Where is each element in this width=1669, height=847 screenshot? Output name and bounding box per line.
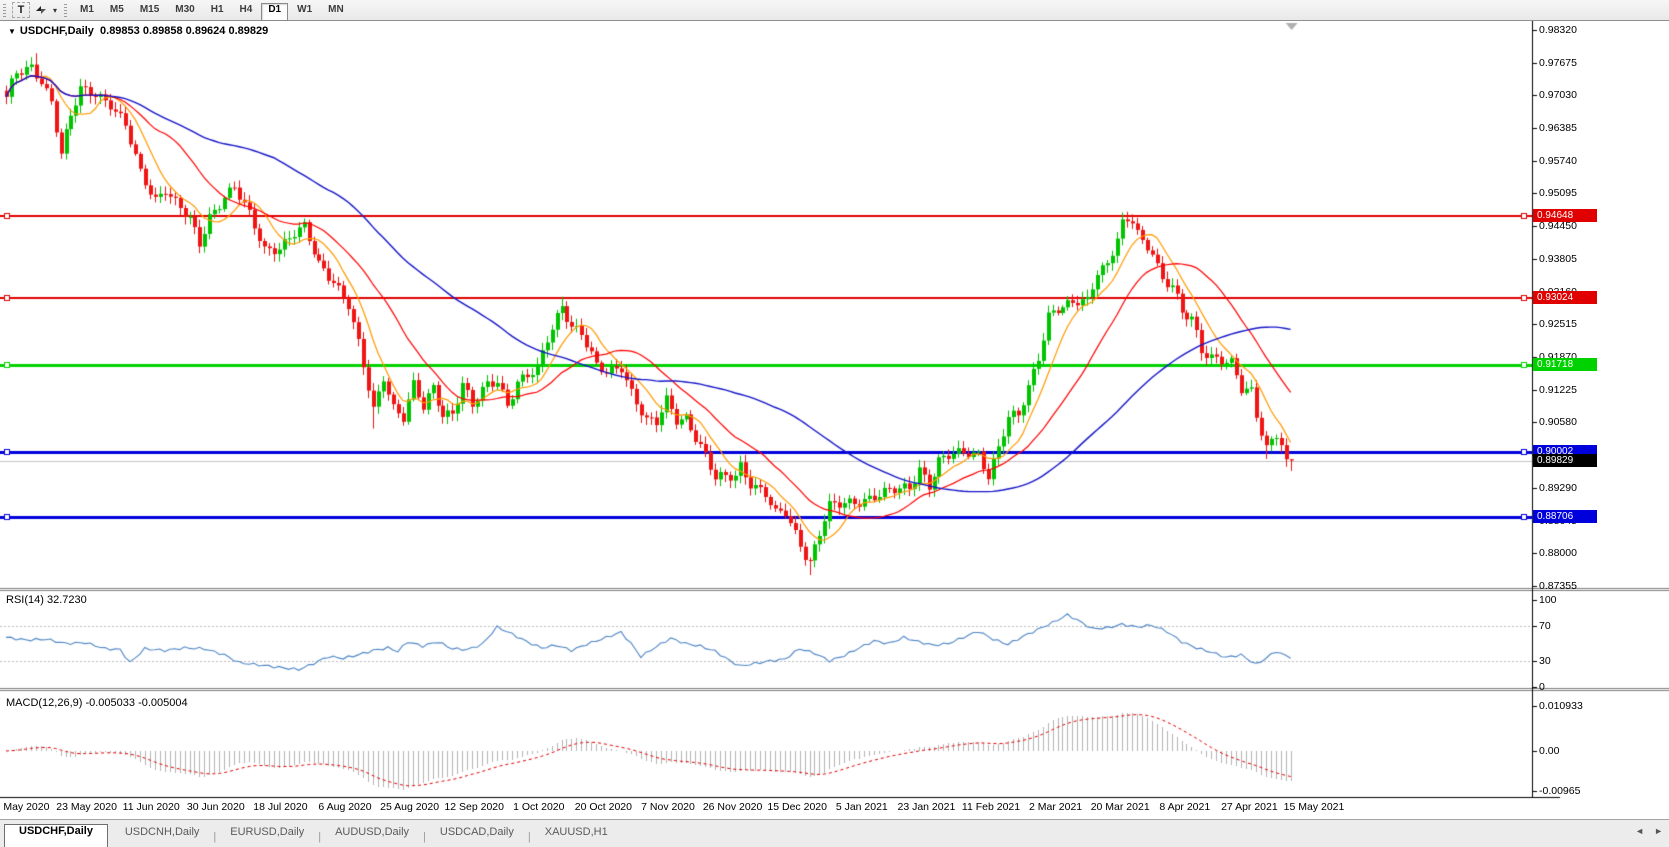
rsi-indicator-label: RSI(14) 32.7230 [6, 594, 87, 606]
price-axis-tick-label: 0.91225 [1539, 383, 1577, 396]
price-axis-tick-label: 0.89290 [1539, 481, 1577, 494]
tab-separator: | [423, 831, 426, 843]
macd-indicator-label: MACD(12,26,9) -0.005033 -0.005004 [6, 697, 188, 709]
chart-tab-eurusd[interactable]: EURUSD,Daily [230, 826, 305, 838]
timeframe-button-h1[interactable]: H1 [210, 4, 224, 15]
timeframe-button-m15[interactable]: M15 [139, 4, 160, 15]
dropdown-caret-icon[interactable]: ▾ [53, 5, 58, 15]
timeframe-button-m5[interactable]: M5 [109, 4, 124, 15]
double-arrow-icon [36, 6, 46, 14]
rsi-axis-tick-label: 70 [1539, 620, 1551, 633]
chart-tab-xauusd[interactable]: XAUUSD,H1 [544, 826, 608, 838]
price-axis-tick-label: 0.96385 [1539, 122, 1577, 135]
time-axis-label: 1 Oct 2020 [513, 801, 565, 813]
time-axis-label: 26 Nov 2020 [702, 801, 763, 813]
chart-tab-usdcnh[interactable]: USDCNH,Daily [124, 826, 200, 838]
timeframe-group: M1 M5 M15 M30 H1 H4 D1 W1 MN [72, 0, 352, 21]
timeframe-button-w1[interactable]: W1 [297, 4, 313, 15]
time-axis-label: 11 Feb 2021 [961, 801, 1021, 813]
tab-separator: | [213, 831, 217, 843]
time-axis-label: 30 Jun 2020 [186, 801, 245, 813]
chart-tab-bar: USDCHF,Daily | USDCNH,Daily | EURUSD,Daily | A… [0, 819, 1669, 847]
tab-scroll-arrows: ◄ ► [1635, 826, 1663, 836]
price-axis-tick-label: 0.88000 [1539, 547, 1577, 560]
price-axis-tick-label: 0.97030 [1539, 89, 1577, 102]
text-tool-button[interactable]: T [12, 2, 30, 18]
level-price-label: 0.91718 [1533, 357, 1597, 371]
macd-axis-tick-label: 0.00 [1539, 745, 1560, 757]
time-axis-label: 23 Jan 2021 [897, 801, 956, 813]
chart-objects-button[interactable] [32, 2, 51, 18]
chart-tab-usdchf[interactable]: USDCHF,Daily [4, 824, 108, 847]
symbol-dropdown-icon[interactable]: ▼ [8, 27, 16, 36]
chart-title: ▼ USDCHF,Daily 0.89853 0.89858 0.89624 0.… [8, 25, 268, 37]
time-axis-label: 12 Sep 2020 [444, 801, 504, 813]
time-axis-label: 6 Aug 2020 [318, 801, 372, 813]
chart-tab-audusd[interactable]: AUDUSD,Daily [335, 826, 410, 838]
time-axis-label: 18 Jul 2020 [253, 801, 308, 813]
tab-separator: | [527, 831, 531, 843]
rsi-axis-tick-label: 30 [1539, 654, 1551, 667]
timeframe-button-m1[interactable]: M1 [80, 4, 94, 15]
time-axis-label: 8 Apr 2021 [1159, 801, 1211, 813]
price-axis-tick-label: 0.93805 [1539, 252, 1577, 265]
level-price-label: 0.94648 [1533, 209, 1597, 223]
time-axis-label: 15 Dec 2020 [767, 801, 827, 813]
macd-axis-tick-label: -0.00965 [1539, 784, 1581, 797]
price-axis-tick-label: 0.95740 [1539, 154, 1577, 167]
current-price-label: 0.89829 [1533, 453, 1597, 467]
macd-axis-tick-label: 0.010933 [1539, 699, 1583, 712]
price-axis-tick-label: 0.95095 [1539, 187, 1577, 200]
timeframe-button-h4[interactable]: H4 [239, 4, 253, 15]
time-axis-label: 11 Jun 2020 [122, 801, 180, 813]
price-axis-tick-label: 0.87355 [1539, 579, 1577, 592]
time-axis-label: 5 Jan 2021 [835, 801, 888, 813]
toolbar: T ▾ M1 M5 M15 M30 H1 H4 D1 W1 MN [0, 0, 1669, 21]
time-axis-label: 7 Nov 2020 [641, 801, 695, 813]
time-axis-label: 20 Mar 2021 [1090, 801, 1150, 813]
toolbar-grip[interactable] [3, 3, 6, 17]
chart-tab-usdcad[interactable]: USDCAD,Daily [439, 826, 514, 838]
price-axis-tick-label: 0.98320 [1539, 23, 1577, 36]
timeframe-button-mn[interactable]: MN [328, 4, 344, 15]
time-axis-label: 20 Oct 2020 [574, 801, 632, 813]
tab-scroll-right-icon[interactable]: ► [1654, 826, 1663, 836]
tab-scroll-left-icon[interactable]: ◄ [1635, 826, 1645, 836]
rsi-axis-tick-label: 100 [1539, 594, 1557, 606]
level-price-label: 0.88706 [1533, 510, 1597, 524]
timeframe-button-m30[interactable]: M30 [175, 4, 195, 15]
time-axis-label: 23 May 2020 [56, 801, 117, 813]
time-axis-label: 2 Mar 2021 [1029, 801, 1083, 813]
time-axis-label: 5 May 2020 [0, 801, 50, 813]
tab-separator: | [318, 831, 322, 843]
timeframe-button-d1[interactable]: D1 [261, 3, 289, 21]
symbol-name: USDCHF,Daily [19, 25, 94, 37]
price-axis-tick-label: 0.92515 [1539, 318, 1577, 331]
time-axis-label: 15 May 2021 [1283, 801, 1345, 813]
price-axis-tick-label: 0.94450 [1539, 220, 1577, 233]
price-axis-tick-label: 0.90580 [1539, 416, 1577, 429]
time-axis-label: 27 Apr 2021 [1221, 801, 1278, 813]
toolbar-grip-2[interactable] [64, 3, 68, 17]
price-axis-tick-label: 0.97675 [1539, 56, 1577, 69]
rsi-axis-tick-label: 0 [1539, 681, 1545, 693]
ohlc-values: 0.89853 0.89858 0.89624 0.89829 [100, 25, 269, 37]
time-axis-label: 25 Aug 2020 [380, 801, 440, 813]
level-price-label: 0.93024 [1533, 291, 1597, 305]
